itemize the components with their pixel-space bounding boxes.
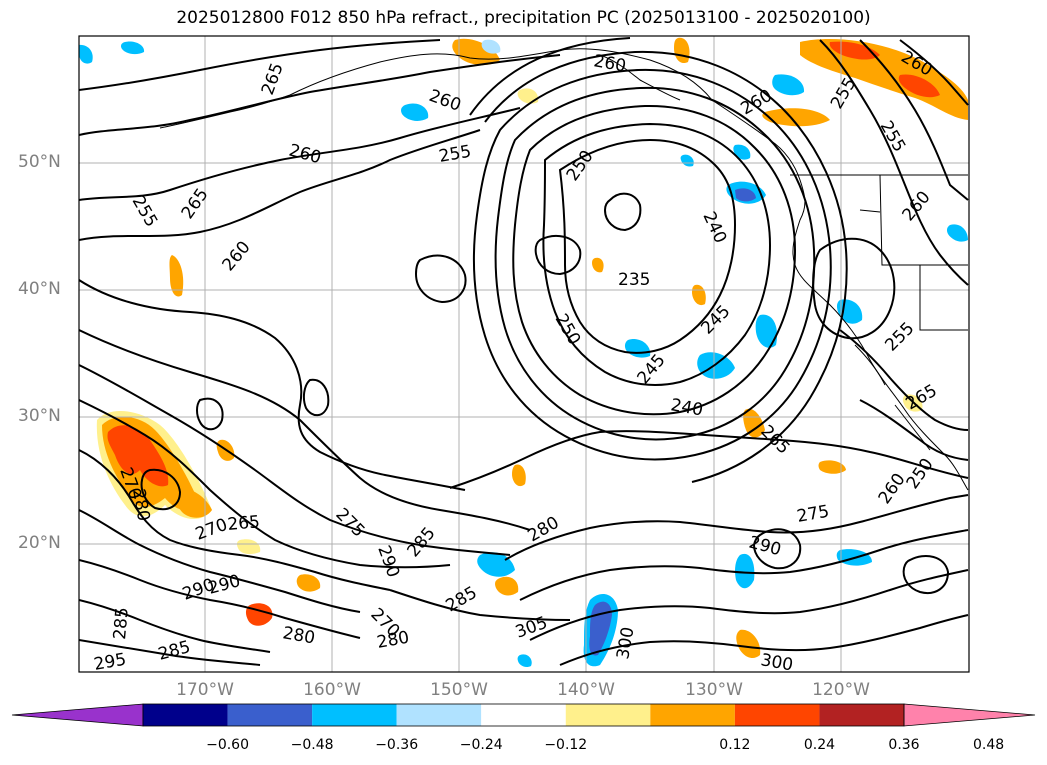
colorbar-tick-label: 0.24: [803, 737, 836, 753]
contour-label: 235: [618, 270, 650, 290]
contour-label: 265: [227, 512, 261, 535]
colorbar-tick-label: −0.12: [544, 737, 588, 753]
colorbar-bin: [312, 704, 397, 726]
map-border: [78, 35, 970, 673]
lon-label-150w: 150°W: [430, 680, 488, 700]
lat-label-50n: 50°N: [18, 152, 61, 172]
lat-label-40n: 40°N: [18, 279, 61, 299]
colorbar: [11, 703, 1036, 727]
colorbar-tick-label: −0.48: [290, 737, 334, 753]
contour-label: 285: [110, 606, 133, 640]
colorbar-tick-label: 0.12: [719, 737, 751, 753]
map-title: 2025012800 F012 850 hPa refract., precip…: [176, 8, 871, 28]
colorbar-tick-label: −0.36: [375, 737, 419, 753]
lon-label-120w: 120°W: [812, 680, 870, 700]
colorbar-tick-label: 0.48: [972, 737, 1005, 753]
colorbar-bin: [565, 704, 651, 726]
colorbar-bin: [227, 704, 313, 726]
contour-lines: [79, 37, 969, 666]
colorbar-bin: [819, 704, 904, 726]
graticule: [79, 36, 969, 672]
colorbar-bin: [396, 704, 482, 726]
colorbar-extend-max: [903, 703, 1036, 727]
colorbar-extend-min: [11, 703, 144, 727]
lat-label-20n: 20°N: [18, 533, 61, 553]
lon-label-160w: 160°W: [303, 680, 361, 700]
colorbar-bin: [481, 704, 566, 726]
colorbar-outline: [142, 703, 905, 727]
colorbar-tick-label: −0.60: [206, 737, 249, 753]
colorbar-bin: [143, 704, 228, 726]
lat-label-30n: 30°N: [18, 406, 61, 426]
lon-label-140w: 140°W: [557, 680, 615, 700]
colorbar-tick-label: 0.36: [888, 737, 920, 753]
colorbar-tick-label: −0.24: [459, 737, 503, 753]
colorbar-bin: [650, 704, 735, 726]
lon-label-170w: 170°W: [176, 680, 234, 700]
lon-label-130w: 130°W: [685, 680, 743, 700]
colorbar-bin: [734, 704, 820, 726]
